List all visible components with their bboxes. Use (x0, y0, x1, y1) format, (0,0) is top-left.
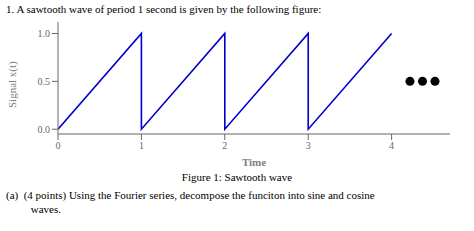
svg-text:Time: Time (242, 156, 266, 168)
svg-text:1.0: 1.0 (38, 28, 51, 39)
html-text:waves.: waves. (6, 203, 61, 215)
svg-text:0: 0 (56, 140, 61, 151)
svg-text:0.5: 0.5 (38, 76, 51, 87)
html-text:1. A sawtooth wave of period 1: 1. A sawtooth wave of period 1 second is… (6, 3, 322, 15)
svg-text:4: 4 (389, 140, 394, 151)
svg-text:2: 2 (222, 140, 227, 151)
svg-text:1: 1 (139, 140, 144, 151)
svg-text:Signal x(t): Signal x(t) (8, 61, 19, 108)
html-text:Figure 1: Sawtooth wave: Figure 1: Sawtooth wave (181, 171, 293, 183)
svg-text:3: 3 (306, 140, 311, 151)
html-text:(a) (4 points) Using the Fouri: (a) (4 points) Using the Fourier series,… (6, 189, 375, 201)
svg-text:0.0: 0.0 (38, 124, 51, 135)
